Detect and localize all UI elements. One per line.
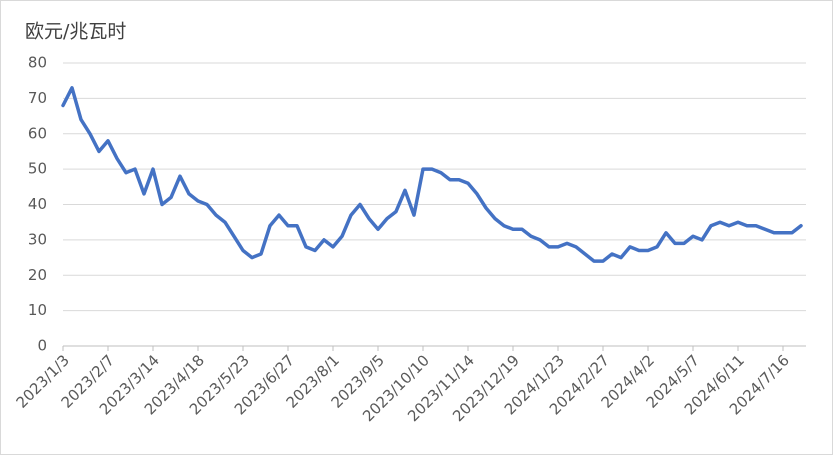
y-tick-label: 30 <box>28 230 47 248</box>
y-tick-label: 10 <box>28 301 47 319</box>
y-tick-label: 60 <box>28 124 47 142</box>
y-tick-label: 0 <box>37 337 47 355</box>
chart-title: 欧元/兆瓦时 <box>25 21 126 43</box>
y-tick-label: 20 <box>28 266 47 284</box>
y-tick-label: 50 <box>28 160 47 178</box>
y-tick-label: 80 <box>28 54 47 72</box>
data-line <box>61 86 803 263</box>
y-tick-label: 70 <box>28 89 47 107</box>
y-tick-label: 40 <box>28 195 47 213</box>
